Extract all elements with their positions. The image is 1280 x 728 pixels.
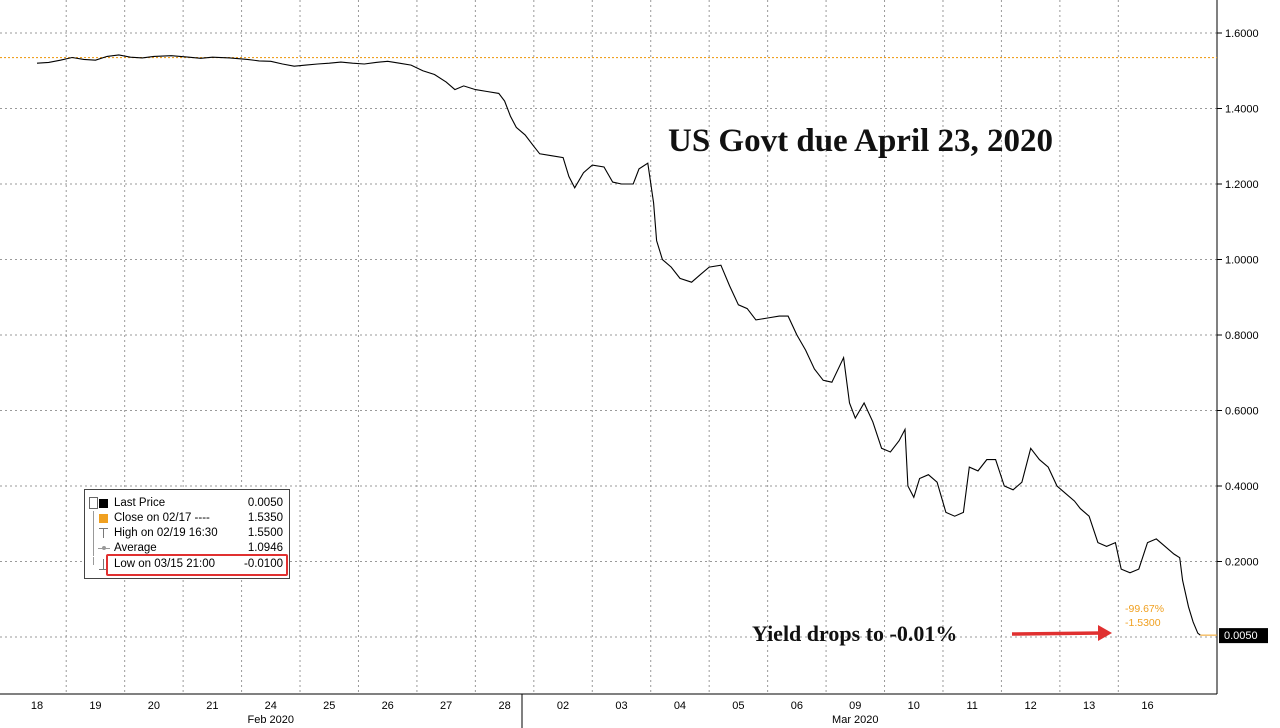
- x-axis-ticks: 18 19 20 21 24 25 26 27 28 02 03 04 05 06 09 10 11 12 13 16…: [31, 700, 1154, 726]
- legend-label: High on 02/19 16:30: [114, 527, 218, 539]
- x-tick-label: 04: [674, 700, 686, 712]
- legend-value: 0.0050: [247, 497, 283, 509]
- legend-low-icon: [89, 557, 113, 572]
- legend-item: Last Price 0.0050: [89, 496, 285, 511]
- y-axis-ticks: 1.6000 1.4000 1.2000 1.0000 0.8000 0.6000 0.40…: [1217, 28, 1259, 569]
- legend-swatch-icon: [89, 496, 113, 511]
- legend-item: Low on 03/15 21:00 -0.0100: [89, 557, 285, 572]
- grid-lines: [0, 0, 1217, 694]
- legend-item: Close on 02/17 ---- 1.5350: [89, 511, 285, 526]
- legend-average-icon: [89, 541, 113, 556]
- y-tick-label: 0.8000: [1225, 330, 1259, 342]
- legend-value: 1.5350: [247, 512, 283, 524]
- svg-text:0.0050: 0.0050: [1224, 630, 1258, 642]
- x-tick-label: 28: [498, 700, 510, 712]
- y-tick-label: 0.2000: [1225, 557, 1259, 569]
- x-tick-label: 09: [849, 700, 861, 712]
- chart-title: US Govt due April 23, 2020: [668, 123, 1053, 159]
- x-tick-label: 27: [440, 700, 452, 712]
- legend-high-icon: [89, 526, 113, 541]
- x-tick-label: 02: [557, 700, 569, 712]
- x-tick-label: 25: [323, 700, 335, 712]
- y-tick-label: 1.0000: [1225, 255, 1259, 267]
- x-tick-label: 26: [382, 700, 394, 712]
- legend-label: Low on 03/15 21:00: [114, 558, 216, 570]
- x-tick-label: 18: [31, 700, 43, 712]
- y-tick-label: 1.4000: [1225, 104, 1259, 116]
- y-tick-label: 1.6000: [1225, 28, 1259, 40]
- pct-change-label: -99.67%: [1125, 603, 1164, 615]
- legend-label: Close on 02/17 ----: [114, 512, 210, 524]
- x-tick-label: 11: [966, 700, 977, 712]
- x-tick-label: 24: [265, 700, 277, 712]
- x-tick-label: 06: [791, 700, 803, 712]
- x-tick-label: 12: [1025, 700, 1037, 712]
- x-tick-label: 05: [732, 700, 744, 712]
- legend: Last Price 0.0050 Close on 02/17 ---- 1.…: [84, 489, 290, 579]
- abs-change-label: -1.5300: [1125, 617, 1161, 629]
- x-tick-label: 21: [206, 700, 218, 712]
- legend-item: Average 1.0946: [89, 541, 285, 556]
- legend-item: High on 02/19 16:30 1.5500: [89, 526, 285, 541]
- annotation-arrow: [1011, 625, 1112, 641]
- x-tick-label: 20: [148, 700, 160, 712]
- legend-value: 1.5500: [247, 527, 283, 539]
- legend-label: Average: [114, 542, 157, 554]
- x-tick-label: 16: [1141, 700, 1153, 712]
- last-value-badge: 0.0050: [1219, 628, 1268, 644]
- y-tick-label: 0.6000: [1225, 406, 1259, 418]
- x-tick-label: 10: [908, 700, 920, 712]
- legend-value: -0.0100: [243, 558, 283, 570]
- legend-value: 1.0946: [247, 542, 283, 554]
- series-line-last-price: [36, 54, 1201, 636]
- y-tick-label: 0.4000: [1225, 481, 1259, 493]
- low-highlight-box: [106, 554, 288, 576]
- legend-label: Last Price: [114, 497, 166, 509]
- x-tick-label: 19: [89, 700, 101, 712]
- y-tick-label: 1.2000: [1225, 179, 1259, 191]
- month-label: Mar 2020: [832, 714, 878, 726]
- annotation-text: Yield drops to -0.01%: [752, 621, 957, 646]
- x-tick-label: 13: [1083, 700, 1095, 712]
- legend-swatch-icon: [89, 511, 113, 526]
- month-label: Feb 2020: [248, 714, 294, 726]
- x-tick-label: 03: [615, 700, 627, 712]
